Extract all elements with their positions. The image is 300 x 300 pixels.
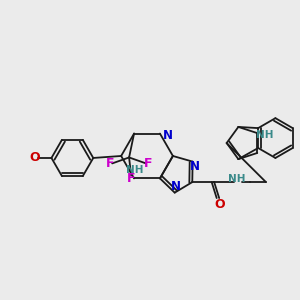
- Text: NH: NH: [256, 130, 274, 140]
- Text: F: F: [127, 172, 135, 185]
- Text: NH: NH: [126, 165, 144, 176]
- Text: O: O: [29, 152, 40, 164]
- Text: N: N: [190, 160, 200, 173]
- Text: O: O: [215, 197, 226, 211]
- Text: NH: NH: [228, 174, 246, 184]
- Text: N: N: [163, 129, 173, 142]
- Text: F: F: [106, 157, 114, 170]
- Text: N: N: [171, 180, 181, 193]
- Text: F: F: [144, 157, 152, 170]
